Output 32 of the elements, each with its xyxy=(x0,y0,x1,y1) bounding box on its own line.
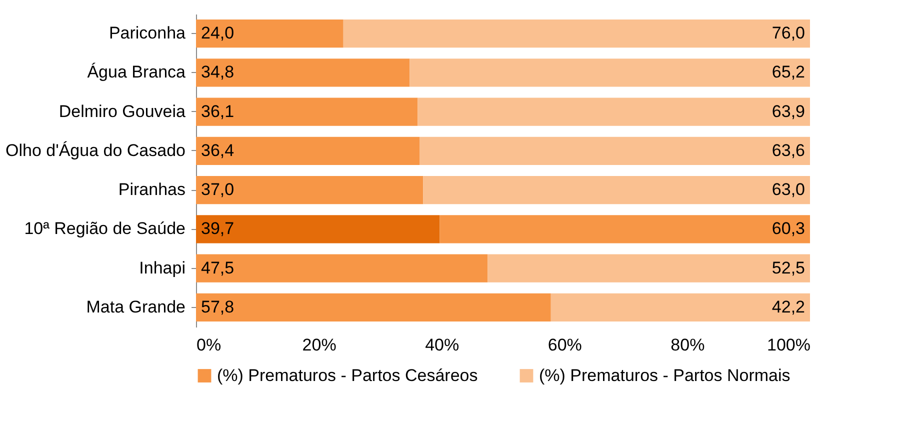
y-tick-label: Mata Grande xyxy=(86,297,186,316)
y-tick-label: Inhapi xyxy=(139,258,186,278)
data-label: 39,7 xyxy=(201,219,234,238)
data-label: 24,0 xyxy=(201,24,234,43)
data-label: 36,1 xyxy=(201,102,234,121)
data-label: 52,5 xyxy=(772,258,805,278)
y-tick-label: 10ª Região de Saúde xyxy=(24,219,186,238)
data-label: 76,0 xyxy=(772,24,805,43)
data-label: 37,0 xyxy=(201,180,234,200)
y-tick-label: Água Branca xyxy=(87,62,186,82)
data-label: 65,2 xyxy=(772,62,805,82)
x-tick-label: 80% xyxy=(670,336,705,354)
legend-label: (%) Prematuros - Partos Cesáreos xyxy=(217,366,478,385)
x-tick-label: 40% xyxy=(425,336,460,354)
x-tick-label: 60% xyxy=(548,336,582,354)
data-label: 57,8 xyxy=(201,297,234,316)
data-label: 36,4 xyxy=(201,140,234,160)
data-label: 63,9 xyxy=(772,102,805,121)
y-tick-label: Olho d'Água do Casado xyxy=(6,140,186,160)
legend-label: (%) Prematuros - Partos Normais xyxy=(539,366,790,385)
data-label: 42,2 xyxy=(772,297,805,316)
y-tick-label: Pariconha xyxy=(108,24,186,43)
data-label: 47,5 xyxy=(201,258,234,278)
y-tick-label: Piranhas xyxy=(118,180,186,200)
x-tick-label: 100% xyxy=(767,336,810,354)
data-label: 34,8 xyxy=(201,62,234,82)
data-label: 63,6 xyxy=(772,140,805,160)
x-tick-label: 20% xyxy=(302,336,336,354)
x-tick-label: 0% xyxy=(196,336,222,354)
data-label: 63,0 xyxy=(772,180,805,200)
data-label: 60,3 xyxy=(772,219,805,238)
y-tick-label: Delmiro Gouveia xyxy=(58,102,186,121)
